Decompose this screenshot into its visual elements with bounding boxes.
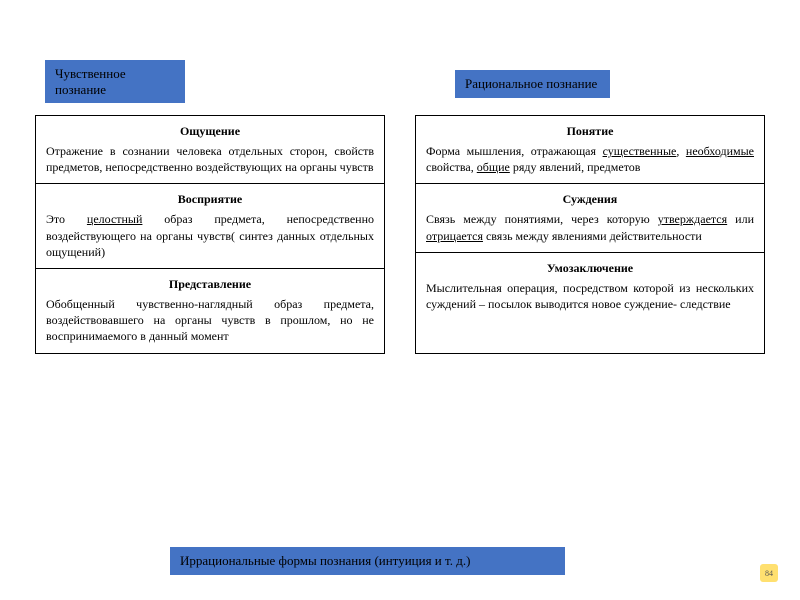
cell-title: Представление (46, 277, 374, 292)
right-column: Понятие Форма мышления, отражающая сущес… (415, 115, 765, 354)
cell-body: Форма мышления, отражающая существенные,… (426, 143, 754, 175)
cell-sensation: Ощущение Отражение в сознании человека о… (36, 116, 384, 184)
cell-body: Мыслительная операция, посредством котор… (426, 280, 754, 312)
cell-title: Ощущение (46, 124, 374, 139)
cell-body: Это целостный образ предмета, непосредст… (46, 211, 374, 260)
page-badge: 84 (760, 564, 778, 582)
cell-body: Отражение в сознании человека отдельных … (46, 143, 374, 175)
cell-title: Суждения (426, 192, 754, 207)
rational-cognition-header: Рациональное познание (455, 70, 610, 98)
cell-body: Обобщенный чувственно-наглядный образ пр… (46, 296, 374, 345)
cell-title: Понятие (426, 124, 754, 139)
left-column: Ощущение Отражение в сознании человека о… (35, 115, 385, 354)
cell-inference: Умозаключение Мыслительная операция, пос… (416, 253, 764, 320)
sensory-cognition-header: Чувственное познание (45, 60, 185, 103)
cell-concept: Понятие Форма мышления, отражающая сущес… (416, 116, 764, 184)
irrational-forms-footer: Иррациональные формы познания (интуиция … (170, 547, 565, 575)
cell-body: Связь между понятиями, через которую утв… (426, 211, 754, 243)
cell-title: Восприятие (46, 192, 374, 207)
content-columns: Ощущение Отражение в сознании человека о… (35, 115, 765, 354)
cell-representation: Представление Обобщенный чувственно-нагл… (36, 269, 384, 353)
cell-title: Умозаключение (426, 261, 754, 276)
cell-judgment: Суждения Связь между понятиями, через ко… (416, 184, 764, 252)
cell-perception: Восприятие Это целостный образ предмета,… (36, 184, 384, 269)
